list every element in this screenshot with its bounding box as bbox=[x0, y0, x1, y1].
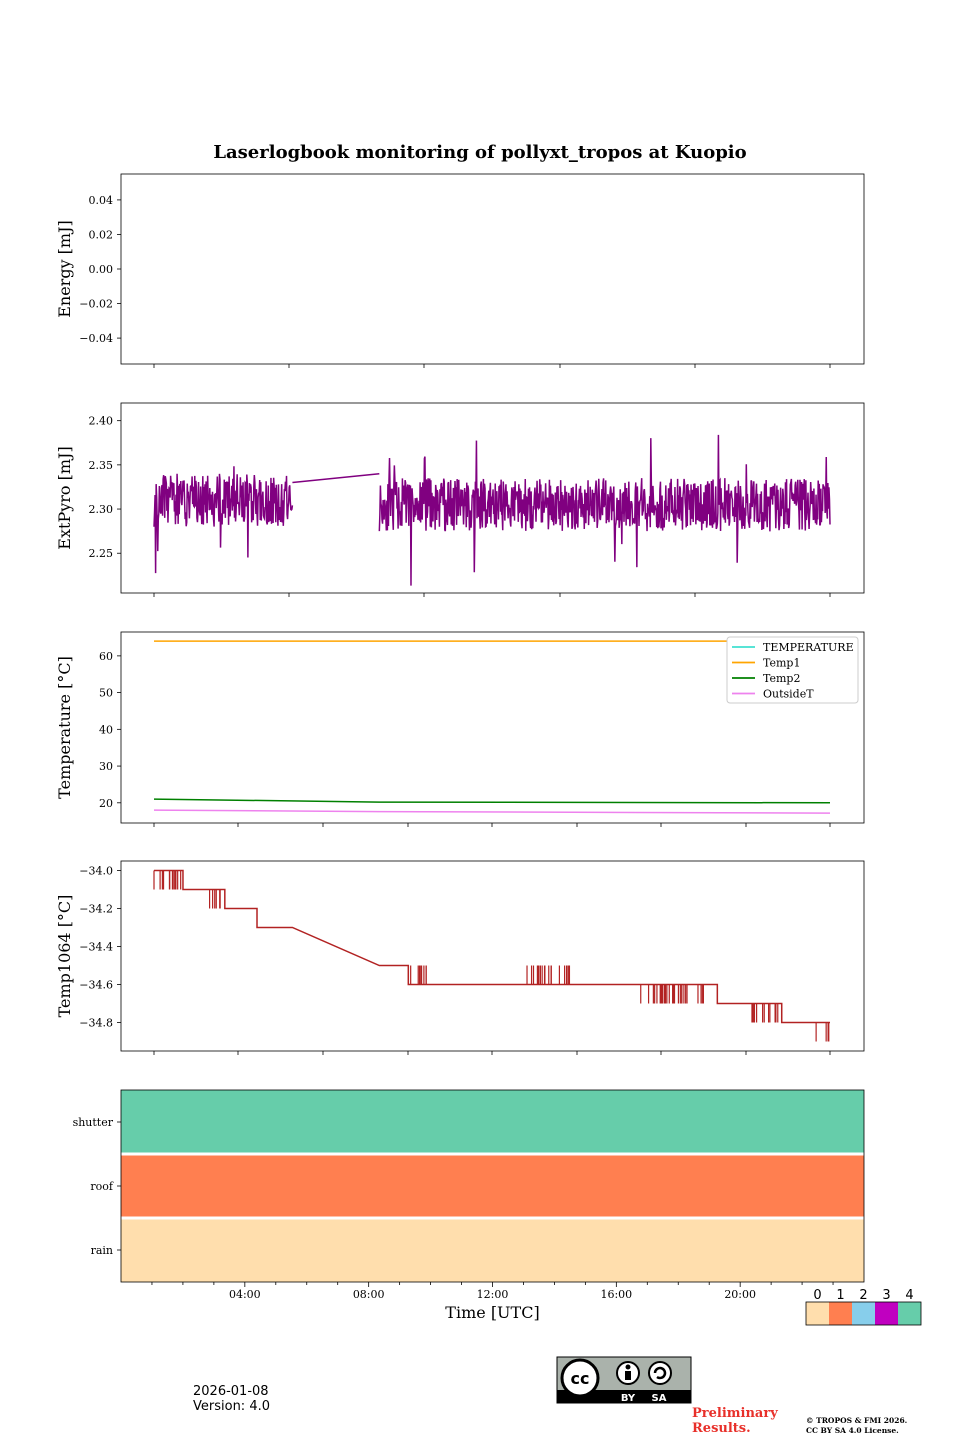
series-Temp2 bbox=[153, 798, 831, 804]
series-ExtPyro bbox=[292, 472, 380, 484]
colorbar-cell bbox=[806, 1302, 829, 1325]
copyright-note: © TROPOS & FMI 2026. CC BY SA 4.0 Licens… bbox=[806, 1416, 956, 1436]
y-axis-label: Temperature [°C] bbox=[55, 656, 74, 799]
legend-label: Temp2 bbox=[763, 672, 800, 685]
panel-temperature: 60 50 40 30 20 Temperature [°C] TEMPERATURE Tem… bbox=[55, 631, 865, 827]
y-tick-label: −34.6 bbox=[79, 979, 113, 992]
colorbar-frame bbox=[805, 1301, 922, 1326]
colorbar-label: 0 bbox=[813, 1288, 821, 1303]
panel-temp1064: −34.0 −34.2 −34.4 −34.6 −34.8 Temp1064 [°C] bbox=[55, 860, 865, 1055]
y-tick-label: 60 bbox=[99, 650, 113, 663]
y-tick-label: 2.30 bbox=[89, 503, 114, 516]
cc-icon bbox=[560, 1358, 600, 1398]
x-tick-label: 04:00 bbox=[229, 1288, 261, 1301]
y-tick-label: −34.2 bbox=[79, 903, 113, 916]
legend-label: OutsideT bbox=[763, 688, 814, 701]
series-ExtPyro bbox=[153, 466, 294, 574]
x-axis-label: Time [UTC] bbox=[445, 1303, 539, 1322]
legend-label: TEMPERATURE bbox=[763, 641, 854, 654]
y-tick-label: 50 bbox=[99, 687, 113, 700]
colorbar-cell bbox=[829, 1302, 852, 1325]
y-tick-label: 0.00 bbox=[89, 263, 114, 276]
series-OutsideT bbox=[153, 809, 831, 814]
y-tick-label: 2.25 bbox=[89, 547, 114, 560]
series-ExtPyro bbox=[378, 434, 831, 586]
copyright-line-1: © TROPOS & FMI 2026. bbox=[806, 1416, 908, 1425]
y-axis-label: Energy [mJ] bbox=[55, 220, 74, 318]
panel-energy: 0.04 0.02 0.00 −0.02 −0.04 Energy [mJ] bbox=[55, 173, 865, 368]
y-tick-label: 30 bbox=[99, 760, 113, 773]
y-tick-label: −0.04 bbox=[79, 332, 113, 345]
panel-extpyro: 2.40 2.35 2.30 2.25 ExtPyro [mJ] bbox=[55, 402, 865, 597]
legend-label: Temp1 bbox=[763, 657, 800, 670]
x-tick-label: 20:00 bbox=[724, 1288, 756, 1301]
y-axis-label: Temp1064 [°C] bbox=[55, 895, 74, 1018]
colorbar-label: 1 bbox=[836, 1288, 844, 1303]
preliminary-line-2: Results. bbox=[692, 1421, 751, 1436]
cc-sa-label: SA bbox=[652, 1393, 667, 1404]
panel-status: shutter roof rain 04:00 08:00 12:00 16:00 20:00… bbox=[73, 1089, 922, 1326]
series-Temp1064 bbox=[154, 869, 830, 1024]
status-row-label: rain bbox=[91, 1244, 113, 1257]
cc-by-label: BY bbox=[621, 1393, 636, 1404]
x-tick-label: 16:00 bbox=[600, 1288, 632, 1301]
y-tick-label: 0.04 bbox=[89, 194, 114, 207]
footer-version: Version: 4.0 bbox=[193, 1399, 270, 1414]
legend-box bbox=[726, 636, 859, 704]
y-tick-label: 40 bbox=[99, 723, 113, 736]
status-band-rain bbox=[121, 1218, 864, 1282]
colorbar-cell bbox=[898, 1302, 921, 1325]
colorbar-label: 4 bbox=[905, 1288, 913, 1303]
status-row-label: roof bbox=[90, 1180, 114, 1193]
status-band-roof bbox=[121, 1154, 864, 1218]
cc-icon-text: cc bbox=[571, 1369, 590, 1388]
colorbar-cell bbox=[852, 1302, 875, 1325]
y-axis-label: ExtPyro [mJ] bbox=[55, 446, 74, 549]
y-tick-label: −34.4 bbox=[79, 941, 113, 954]
cc-by-sa-logo: cc BY SA bbox=[556, 1356, 692, 1404]
sa-share-icon bbox=[648, 1361, 672, 1385]
y-tick-label: 2.40 bbox=[89, 415, 114, 428]
preliminary-note: Preliminary Results. bbox=[692, 1406, 802, 1436]
y-tick-label: 0.02 bbox=[89, 228, 114, 241]
colorbar-cell bbox=[875, 1302, 898, 1325]
status-row-label: shutter bbox=[73, 1116, 114, 1129]
status-band-shutter bbox=[121, 1090, 864, 1154]
preliminary-line-1: Preliminary bbox=[692, 1406, 778, 1421]
footer-date: 2026-01-08 bbox=[193, 1384, 269, 1399]
y-tick-label: −0.02 bbox=[79, 298, 113, 311]
chart-title: Laserlogbook monitoring of pollyxt_tropo… bbox=[213, 142, 746, 163]
copyright-line-2: CC BY SA 4.0 License. bbox=[806, 1426, 899, 1435]
colorbar-label: 2 bbox=[859, 1288, 867, 1303]
y-tick-label: −34.0 bbox=[79, 865, 113, 878]
colorbar-label: 3 bbox=[882, 1288, 890, 1303]
y-tick-label: 2.35 bbox=[89, 459, 114, 472]
plot-frame bbox=[120, 860, 865, 1052]
x-tick-label: 12:00 bbox=[477, 1288, 509, 1301]
plot-frame bbox=[120, 173, 865, 365]
x-tick-label: 08:00 bbox=[353, 1288, 385, 1301]
y-tick-label: −34.8 bbox=[79, 1017, 113, 1030]
y-tick-label: 20 bbox=[99, 797, 113, 810]
